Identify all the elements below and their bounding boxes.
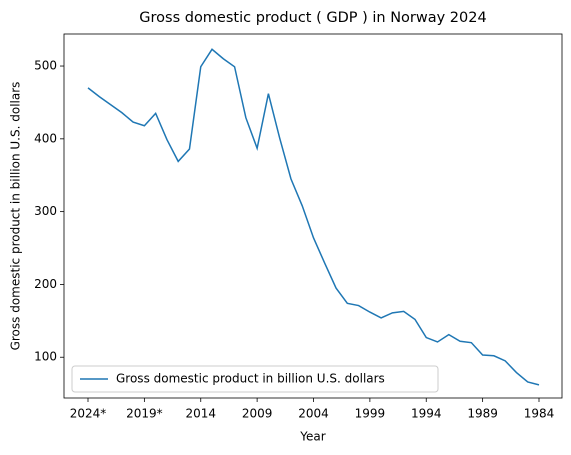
y-tick-label: 300: [34, 204, 57, 218]
line: [87, 48, 540, 386]
legend-box: [71, 365, 439, 393]
x-tick-label: 2004: [298, 407, 329, 421]
x-tick-label: 1989: [467, 407, 498, 421]
y-tick-label: 200: [34, 277, 57, 291]
chart-title: Gross domestic product ( GDP ) in Norway…: [139, 10, 486, 26]
legend-label: Gross domestic product in billion U.S. d…: [116, 372, 385, 386]
x-tick-label: 2024*: [70, 407, 107, 421]
plot-frame: [63, 33, 563, 399]
y-axis-label: Gross domestic product in billion U.S. d…: [9, 82, 23, 351]
x-tick-label: 1999: [355, 407, 386, 421]
x-axis-label: Year: [299, 430, 325, 444]
x-tick-label: 2014: [185, 407, 216, 421]
y-tick-label: 100: [34, 350, 57, 364]
x-tick-label: 2009: [242, 407, 273, 421]
y-tick-label: 400: [34, 131, 57, 145]
x-tick-label: 2019*: [126, 407, 163, 421]
x-tick-label: 1984: [524, 407, 555, 421]
y-tick-label: 500: [34, 59, 57, 73]
x-tick-label: 1994: [411, 407, 442, 421]
